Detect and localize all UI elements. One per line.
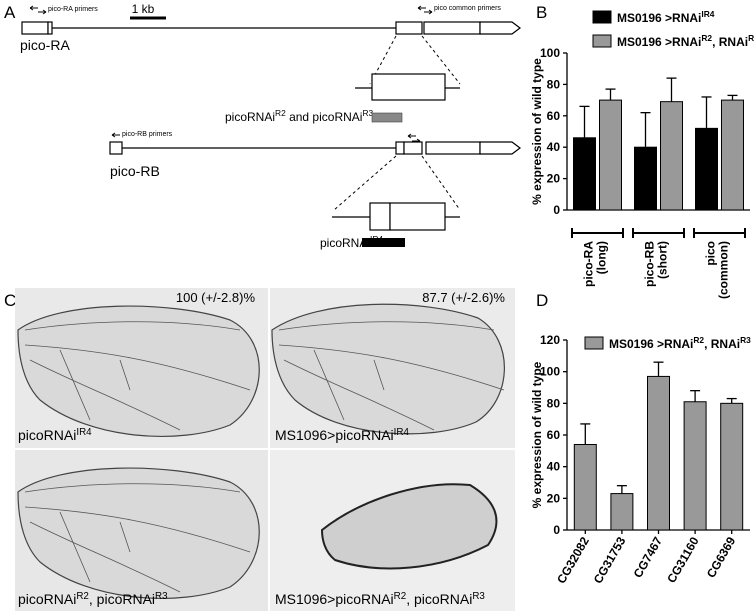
legend-swatch [584,336,604,350]
wing-caption: picoRNAiIR4 [18,427,92,444]
legend-swatch [592,34,612,48]
text-part: MS0196 >RNAi [617,35,701,49]
legend-label: MS0196 >RNAiIR4 [617,9,715,25]
bar [634,146,657,211]
text-part: , RNAi [712,35,748,49]
text-part: , picoRNAi [89,591,155,607]
x-tick-label: (long) [595,241,609,274]
y-axis-label: % expression of wild type [530,58,544,205]
legend-label: MS0196 >RNAiR2, RNAiR3 [617,33,754,49]
y-tick-label: 80 [547,77,561,91]
y-tick-label: 0 [553,203,560,217]
rnai-label: picoRNAiR2 and picoRNAiR3 [225,108,374,124]
x-tick-label: CG31753 [591,534,629,586]
y-tick-label: 40 [547,140,561,154]
bar [695,127,718,211]
y-tick-label: 60 [547,109,561,123]
primer-label: pico-RA primers [48,6,98,13]
wing-panel: 100 (+/-2.8)% 87.7 (+/-2.6)% picoRNAiIR4… [15,288,515,611]
superscript: IR4 [394,427,410,438]
x-tick-label: CG6369 [704,534,739,580]
x-tick-label: pico-RA [582,241,596,287]
superscript: R3 [740,335,751,345]
y-tick-label: 20 [547,491,561,505]
wing-score: 87.7 (+/-2.6)% [422,290,505,305]
x-tick-label: (short) [656,241,670,279]
bar [647,375,670,531]
panel-label: C [4,291,16,310]
y-tick-label: 60 [547,428,561,442]
x-tick-label: (common) [717,241,731,299]
bar [721,99,744,211]
bar [599,99,622,211]
bar [573,137,596,211]
wing-caption: MS1096>picoRNAiR2, picoRNAiR3 [275,591,485,608]
panel-label: A [4,3,16,22]
bar [683,401,707,531]
wing-caption: picoRNAiR2, picoRNAiR3 [18,591,168,608]
text-part: picoRNAi [225,110,275,124]
panel-label: D [536,291,548,310]
x-tick-label: pico-RB [643,241,657,287]
y-tick-label: 100 [540,365,560,379]
superscript: IR4 [76,427,92,438]
superscript: R3 [472,591,485,602]
superscript: R3 [748,33,754,43]
x-tick-label: CG31160 [664,534,702,585]
superscript: R3 [362,108,373,118]
category-bracket [693,228,746,238]
wing-caption: MS1096>picoRNAiIR4 [275,427,409,444]
y-tick-label: 120 [540,333,560,347]
bar [660,101,683,211]
y-tick-label: 80 [547,396,561,410]
superscript: IR4 [701,9,714,19]
y-tick-label: 100 [540,46,560,60]
primer-label: pico-RB primers [122,131,173,138]
scale-bar-label: 1 kb [132,2,155,16]
text-part: MS0196 >RNAi [609,337,693,351]
superscript: R3 [155,591,168,602]
x-tick-label: CG7467 [631,534,666,580]
text-part: and picoRNAi [286,110,363,124]
text-part: picoRNAi [18,427,76,443]
text-part: MS0196 >RNAi [617,11,701,25]
bar [610,493,634,531]
legend-label: MS0196 >RNAiR2, RNAiR3 [609,335,751,351]
gene-diagram: pico-RA primers 1 kb pico common primers… [20,2,521,250]
superscript: R2 [275,108,286,118]
text-part: picoRNAi [18,591,76,607]
text-part: MS1096>picoRNAi [275,427,394,443]
superscript: R2 [701,33,712,43]
y-tick-label: 0 [553,523,560,537]
superscript: R2 [693,335,704,345]
bar [573,444,597,531]
y-tick-label: 40 [547,460,561,474]
panel-label: B [536,3,547,22]
text-part: picoRNAi [320,236,370,250]
text-part: , RNAi [704,337,740,351]
bar [720,402,744,531]
text-part: , picoRNAi [406,591,472,607]
x-tick-label: CG32082 [554,534,592,586]
gene-label: pico-RB [110,163,160,179]
category-bracket [632,228,685,238]
text-part: MS1096>picoRNAi [275,591,394,607]
superscript: R2 [394,591,407,602]
gene-label: pico-RA [20,37,70,53]
wing-score: 100 (+/-2.8)% [176,290,256,305]
legend-swatch [592,10,612,24]
y-tick-label: 20 [547,172,561,186]
x-tick-label: pico [704,241,718,266]
superscript: R2 [76,591,89,602]
category-bracket [571,228,624,238]
y-axis-label: % expression of wild type [530,361,544,508]
primer-label: pico common primers [434,5,501,12]
